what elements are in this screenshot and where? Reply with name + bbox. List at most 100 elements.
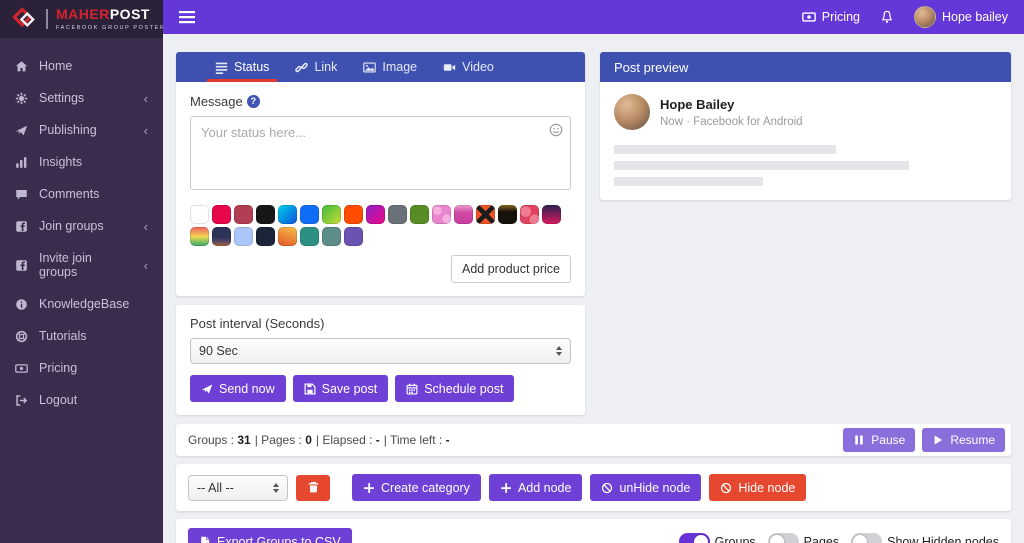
hide-node-button[interactable]: Hide node <box>709 474 807 501</box>
toggle-knob <box>693 534 708 543</box>
toggle-show-hidden-nodes[interactable]: Show Hidden nodes <box>851 533 999 543</box>
sidebar-item-settings[interactable]: Settings ‹ <box>0 82 163 114</box>
color-swatch[interactable] <box>190 227 209 246</box>
color-swatch[interactable] <box>410 205 429 224</box>
toggle-switch[interactable] <box>851 533 883 543</box>
color-swatch[interactable] <box>322 227 341 246</box>
logo-area[interactable]: MAHERPOST FACEBOOK GROUP POSTER <box>0 0 164 38</box>
ban-icon <box>721 482 732 493</box>
sidebar-item-label: Invite join groups <box>39 251 92 279</box>
tab-image[interactable]: Image <box>350 52 430 82</box>
toggle-pages[interactable]: Pages <box>767 533 839 543</box>
color-swatch[interactable] <box>454 205 473 224</box>
color-swatch[interactable] <box>498 205 517 224</box>
color-swatch[interactable] <box>432 205 451 224</box>
category-filter-select[interactable]: -- All -- <box>188 474 288 501</box>
help-icon[interactable]: ? <box>246 95 260 108</box>
sidebar-item-join-groups[interactable]: Join groups ‹ <box>0 210 163 242</box>
sidebar-item-label: Logout <box>39 393 78 407</box>
color-swatch[interactable] <box>212 205 231 224</box>
user-avatar <box>913 6 936 28</box>
pages-count: | Pages : 0 <box>254 433 312 447</box>
create-category-button[interactable]: Create category <box>352 474 481 501</box>
gear-icon <box>15 92 28 104</box>
tab-video[interactable]: Video <box>430 52 507 82</box>
color-swatch[interactable] <box>190 205 209 224</box>
color-swatch[interactable] <box>278 205 297 224</box>
toggle-switch[interactable] <box>678 533 710 543</box>
color-swatch[interactable] <box>344 205 363 224</box>
time-left: | Time left : - <box>383 433 450 447</box>
sidebar-item-tutorials[interactable]: Tutorials <box>0 320 163 352</box>
bell-icon <box>882 10 892 23</box>
send-now-label: Send now <box>219 381 275 396</box>
sidebar-item-logout[interactable]: Logout <box>0 384 163 416</box>
select-stepper-icon <box>556 346 562 356</box>
color-swatch[interactable] <box>520 205 539 224</box>
add-product-price-button[interactable]: Add product price <box>451 255 571 283</box>
delete-category-button[interactable] <box>296 474 330 501</box>
post-interval-select[interactable]: 90 Sec <box>190 338 571 364</box>
color-swatch[interactable] <box>344 227 363 246</box>
color-swatch[interactable] <box>278 227 297 246</box>
toggle-groups[interactable]: Groups <box>678 533 756 543</box>
post-preview-card: Post preview Hope Bailey Now · Facebook … <box>600 52 1011 200</box>
topbar: Pricing Hope bailey <box>163 0 1024 34</box>
color-swatch[interactable] <box>542 205 561 224</box>
export-groups-csv-button[interactable]: Export Groups to CSV <box>188 528 352 543</box>
color-swatch[interactable] <box>212 227 231 246</box>
add-node-button[interactable]: Add node <box>488 474 583 501</box>
color-swatch[interactable] <box>256 205 275 224</box>
menu-toggle-button[interactable] <box>179 10 195 24</box>
sidebar-item-invite-join-groups[interactable]: Invite join groups ‹ <box>0 242 163 288</box>
color-swatch[interactable] <box>234 205 253 224</box>
preview-skeleton-lines <box>614 145 997 192</box>
color-swatch[interactable] <box>256 227 275 246</box>
color-swatch[interactable] <box>300 205 319 224</box>
sidebar-item-comments[interactable]: Comments <box>0 178 163 210</box>
pause-button[interactable]: Pause <box>843 428 916 452</box>
emoji-picker-button[interactable] <box>549 123 563 137</box>
unhide-node-button[interactable]: unHide node <box>590 474 702 501</box>
ban-icon <box>602 482 613 493</box>
sidebar-item-label: Settings <box>39 91 85 105</box>
schedule-post-button[interactable]: Schedule post <box>395 375 515 402</box>
preview-avatar <box>614 94 650 130</box>
sidebar-item-knowledgebase[interactable]: KnowledgeBase <box>0 288 163 320</box>
send-now-button[interactable]: Send now <box>190 375 286 402</box>
sidebar-item-pricing[interactable]: Pricing <box>0 352 163 384</box>
color-swatch[interactable] <box>366 205 385 224</box>
resume-button[interactable]: Resume <box>922 428 1005 452</box>
save-post-button[interactable]: Save post <box>292 375 389 402</box>
pause-label: Pause <box>871 433 906 447</box>
notifications-button[interactable] <box>880 10 894 24</box>
sidebar-item-home[interactable]: Home <box>0 50 163 82</box>
file-icon <box>201 536 210 543</box>
tab-link[interactable]: Link <box>282 52 350 82</box>
color-swatch[interactable] <box>476 205 495 224</box>
post-preview-title: Post preview <box>614 59 689 75</box>
chevron-left-icon: ‹ <box>143 122 148 138</box>
toggle-switch[interactable] <box>767 533 799 543</box>
image-icon <box>363 61 377 73</box>
money-icon <box>15 363 28 373</box>
color-swatch[interactable] <box>300 227 319 246</box>
status-message-input[interactable] <box>190 116 571 190</box>
resume-label: Resume <box>950 433 995 447</box>
user-menu[interactable]: Hope bailey <box>913 6 1008 28</box>
sidebar-item-label: KnowledgeBase <box>39 297 130 311</box>
color-swatch[interactable] <box>234 227 253 246</box>
toggle-knob <box>769 534 784 543</box>
sidebar-item-insights[interactable]: Insights <box>0 146 163 178</box>
color-swatch[interactable] <box>322 205 341 224</box>
color-swatch[interactable] <box>388 205 407 224</box>
sidebar-item-publishing[interactable]: Publishing ‹ <box>0 114 163 146</box>
money-icon <box>801 12 816 22</box>
sidebar: MAHERPOST FACEBOOK GROUP POSTER Home Set… <box>0 0 164 543</box>
comment-icon <box>16 189 27 200</box>
content: Status Link Image <box>163 34 1024 543</box>
topbar-pricing-link[interactable]: Pricing <box>801 10 860 24</box>
tab-status[interactable]: Status <box>202 52 282 82</box>
tab-label: Image <box>382 60 418 74</box>
